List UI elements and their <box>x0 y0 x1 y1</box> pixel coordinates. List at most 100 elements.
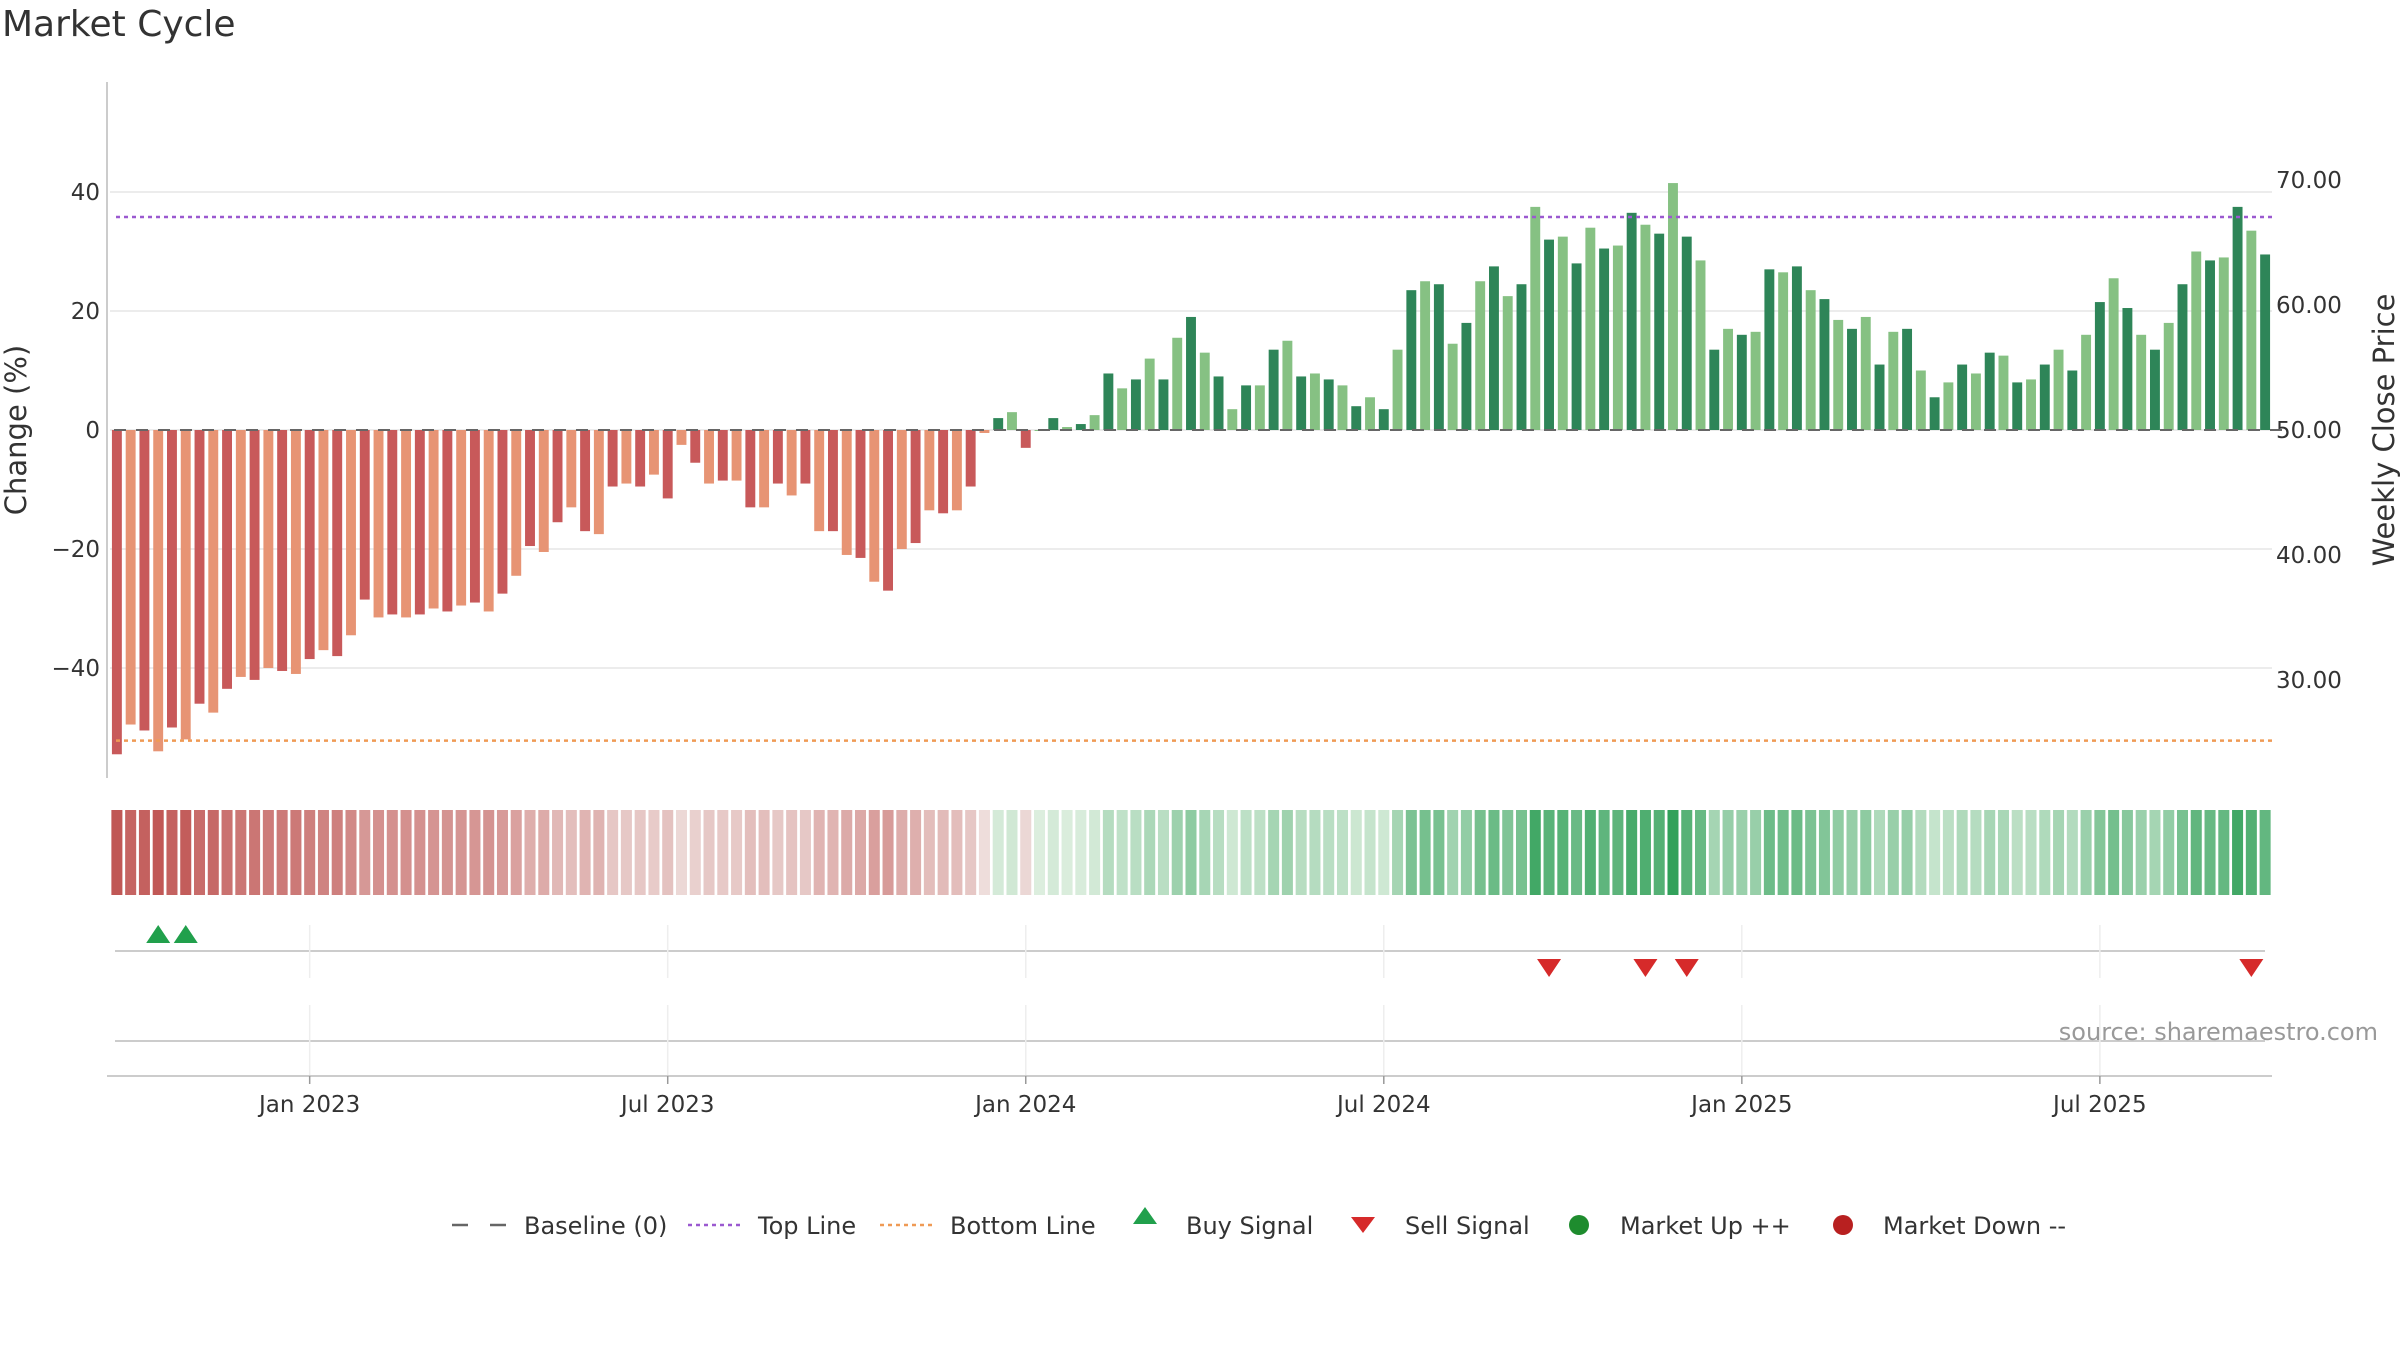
heat-cell <box>786 810 798 895</box>
heat-cell <box>910 810 922 895</box>
bar <box>1489 266 1499 431</box>
heat-cell <box>965 810 977 895</box>
heat-cell <box>180 810 192 895</box>
bar <box>566 430 577 508</box>
heat-cell <box>1763 810 1775 895</box>
bar <box>208 430 219 713</box>
bar <box>1874 364 1885 430</box>
bar <box>1227 409 1238 430</box>
bar <box>1144 358 1155 430</box>
bar <box>1337 385 1348 431</box>
bar <box>1668 183 1678 430</box>
heat-cell <box>951 810 963 895</box>
heat-cell <box>689 810 701 895</box>
heat-cell <box>2218 810 2230 895</box>
heat-cell <box>1171 810 1183 895</box>
heat-cell <box>1213 810 1225 895</box>
bar <box>469 430 480 603</box>
heat-cell <box>111 810 123 895</box>
heat-cell <box>2039 810 2051 895</box>
bar <box>2232 206 2243 431</box>
heat-cell <box>1515 810 1528 895</box>
bar <box>2149 349 2160 431</box>
y-tick-label: 0 <box>85 418 100 444</box>
buy-signal-marker <box>173 925 198 943</box>
bar <box>1309 373 1320 430</box>
x-axis-ticks: Jan 2023 Jul 2023 Jan 2024 Jul 2024 Jan 2025… <box>257 1076 2147 1118</box>
bar <box>428 430 439 609</box>
heat-cell <box>1364 810 1376 895</box>
bar <box>648 430 659 475</box>
sell-signal-legend-icon <box>1351 1217 1375 1233</box>
bar <box>2246 230 2257 430</box>
legend-item: Sell Signal <box>1351 1212 1530 1240</box>
bar <box>1750 331 1761 430</box>
bar <box>401 430 412 618</box>
bar <box>1365 397 1375 430</box>
bar <box>1530 206 1541 431</box>
bar <box>896 430 907 549</box>
legend-label: Sell Signal <box>1405 1212 1530 1240</box>
bar <box>1516 284 1527 431</box>
bar <box>125 430 136 725</box>
heat-cell <box>152 810 164 895</box>
bar <box>387 430 398 615</box>
heat-cell <box>1157 810 1169 895</box>
heat-cell <box>1915 810 1927 895</box>
bar <box>1007 412 1017 430</box>
bar <box>1351 406 1362 430</box>
y-tick-label: −40 <box>51 656 100 682</box>
bar <box>1268 349 1279 431</box>
bar <box>828 430 838 532</box>
bar <box>552 430 563 523</box>
bar <box>2108 278 2119 430</box>
heat-cell <box>1571 810 1583 895</box>
bar <box>1819 299 1830 430</box>
bar <box>1130 379 1141 431</box>
heat-cell <box>1639 810 1651 895</box>
bar <box>1433 284 1444 431</box>
legend-label: Top Line <box>757 1212 856 1240</box>
bar <box>359 430 370 600</box>
heat-cell <box>1281 810 1293 895</box>
bar <box>511 430 522 576</box>
y2-tick-label: 70.00 <box>2276 168 2342 194</box>
bar <box>593 430 604 535</box>
bar <box>1062 427 1073 430</box>
heat-cell <box>2245 810 2257 895</box>
heat-cell <box>1529 810 1541 895</box>
x-tick-label: Jul 2025 <box>2051 1092 2147 1118</box>
heat-cell <box>1956 810 1968 895</box>
heat-cell <box>249 810 261 895</box>
bar <box>194 430 205 704</box>
y-tick-label: 20 <box>71 299 100 325</box>
y-tick-label: 40 <box>71 180 100 206</box>
heat-cell <box>827 810 839 895</box>
legend-item: Baseline (0) <box>452 1212 667 1240</box>
bar <box>538 430 549 552</box>
heat-cell <box>1254 810 1266 895</box>
heat-cell <box>345 810 357 895</box>
heat-cell <box>1075 810 1087 895</box>
heat-cell <box>1020 810 1032 895</box>
heat-cell <box>1034 810 1046 895</box>
bar <box>1075 424 1086 430</box>
heat-cell <box>1584 810 1596 895</box>
bar <box>1957 364 1968 430</box>
bar <box>2260 254 2271 430</box>
market-down-legend-icon <box>1833 1215 1853 1235</box>
signal-panel <box>115 925 2265 978</box>
heat-cell <box>125 810 137 895</box>
bar <box>263 430 274 668</box>
heat-cell <box>1997 810 2009 895</box>
source-note: source: sharemaestro.com <box>2059 1018 2378 1046</box>
bar <box>1461 322 1472 430</box>
heat-cell <box>1791 810 1803 895</box>
heat-cell <box>634 810 646 895</box>
heat-cell <box>496 810 508 895</box>
bar <box>1970 373 1981 430</box>
heat-cell <box>1681 810 1693 895</box>
heat-cell <box>772 810 784 895</box>
heat-cell <box>1929 810 1941 895</box>
bar <box>1833 319 1844 431</box>
